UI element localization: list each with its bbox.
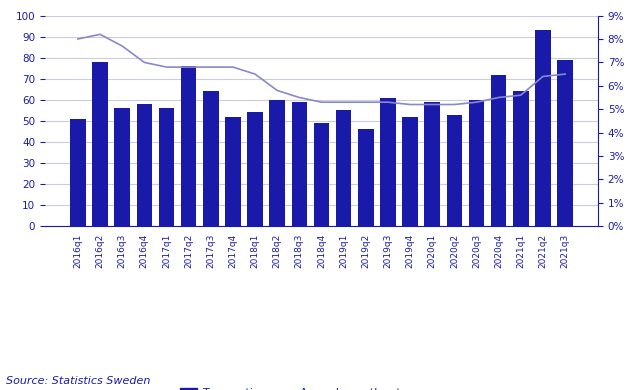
Bar xyxy=(469,100,484,226)
Bar xyxy=(248,112,263,226)
Bar xyxy=(181,66,196,226)
Bar xyxy=(491,74,507,226)
Bar xyxy=(557,60,573,226)
Bar xyxy=(314,123,329,226)
Bar xyxy=(114,108,130,226)
Text: Source: Statistics Sweden: Source: Statistics Sweden xyxy=(6,376,151,386)
Bar xyxy=(292,102,307,226)
Bar xyxy=(269,100,285,226)
Bar xyxy=(136,104,152,226)
Bar xyxy=(70,119,86,226)
Bar xyxy=(203,91,219,226)
Bar xyxy=(447,115,462,226)
Bar xyxy=(225,117,240,226)
Bar xyxy=(159,108,174,226)
Bar xyxy=(380,98,395,226)
Bar xyxy=(424,102,440,226)
Bar xyxy=(358,129,374,226)
Bar xyxy=(336,110,351,226)
Bar xyxy=(93,62,108,226)
Bar xyxy=(513,91,529,226)
Bar xyxy=(403,117,418,226)
Legend: Transaction, Annual growth rate: Transaction, Annual growth rate xyxy=(176,383,412,390)
Bar xyxy=(535,30,550,226)
